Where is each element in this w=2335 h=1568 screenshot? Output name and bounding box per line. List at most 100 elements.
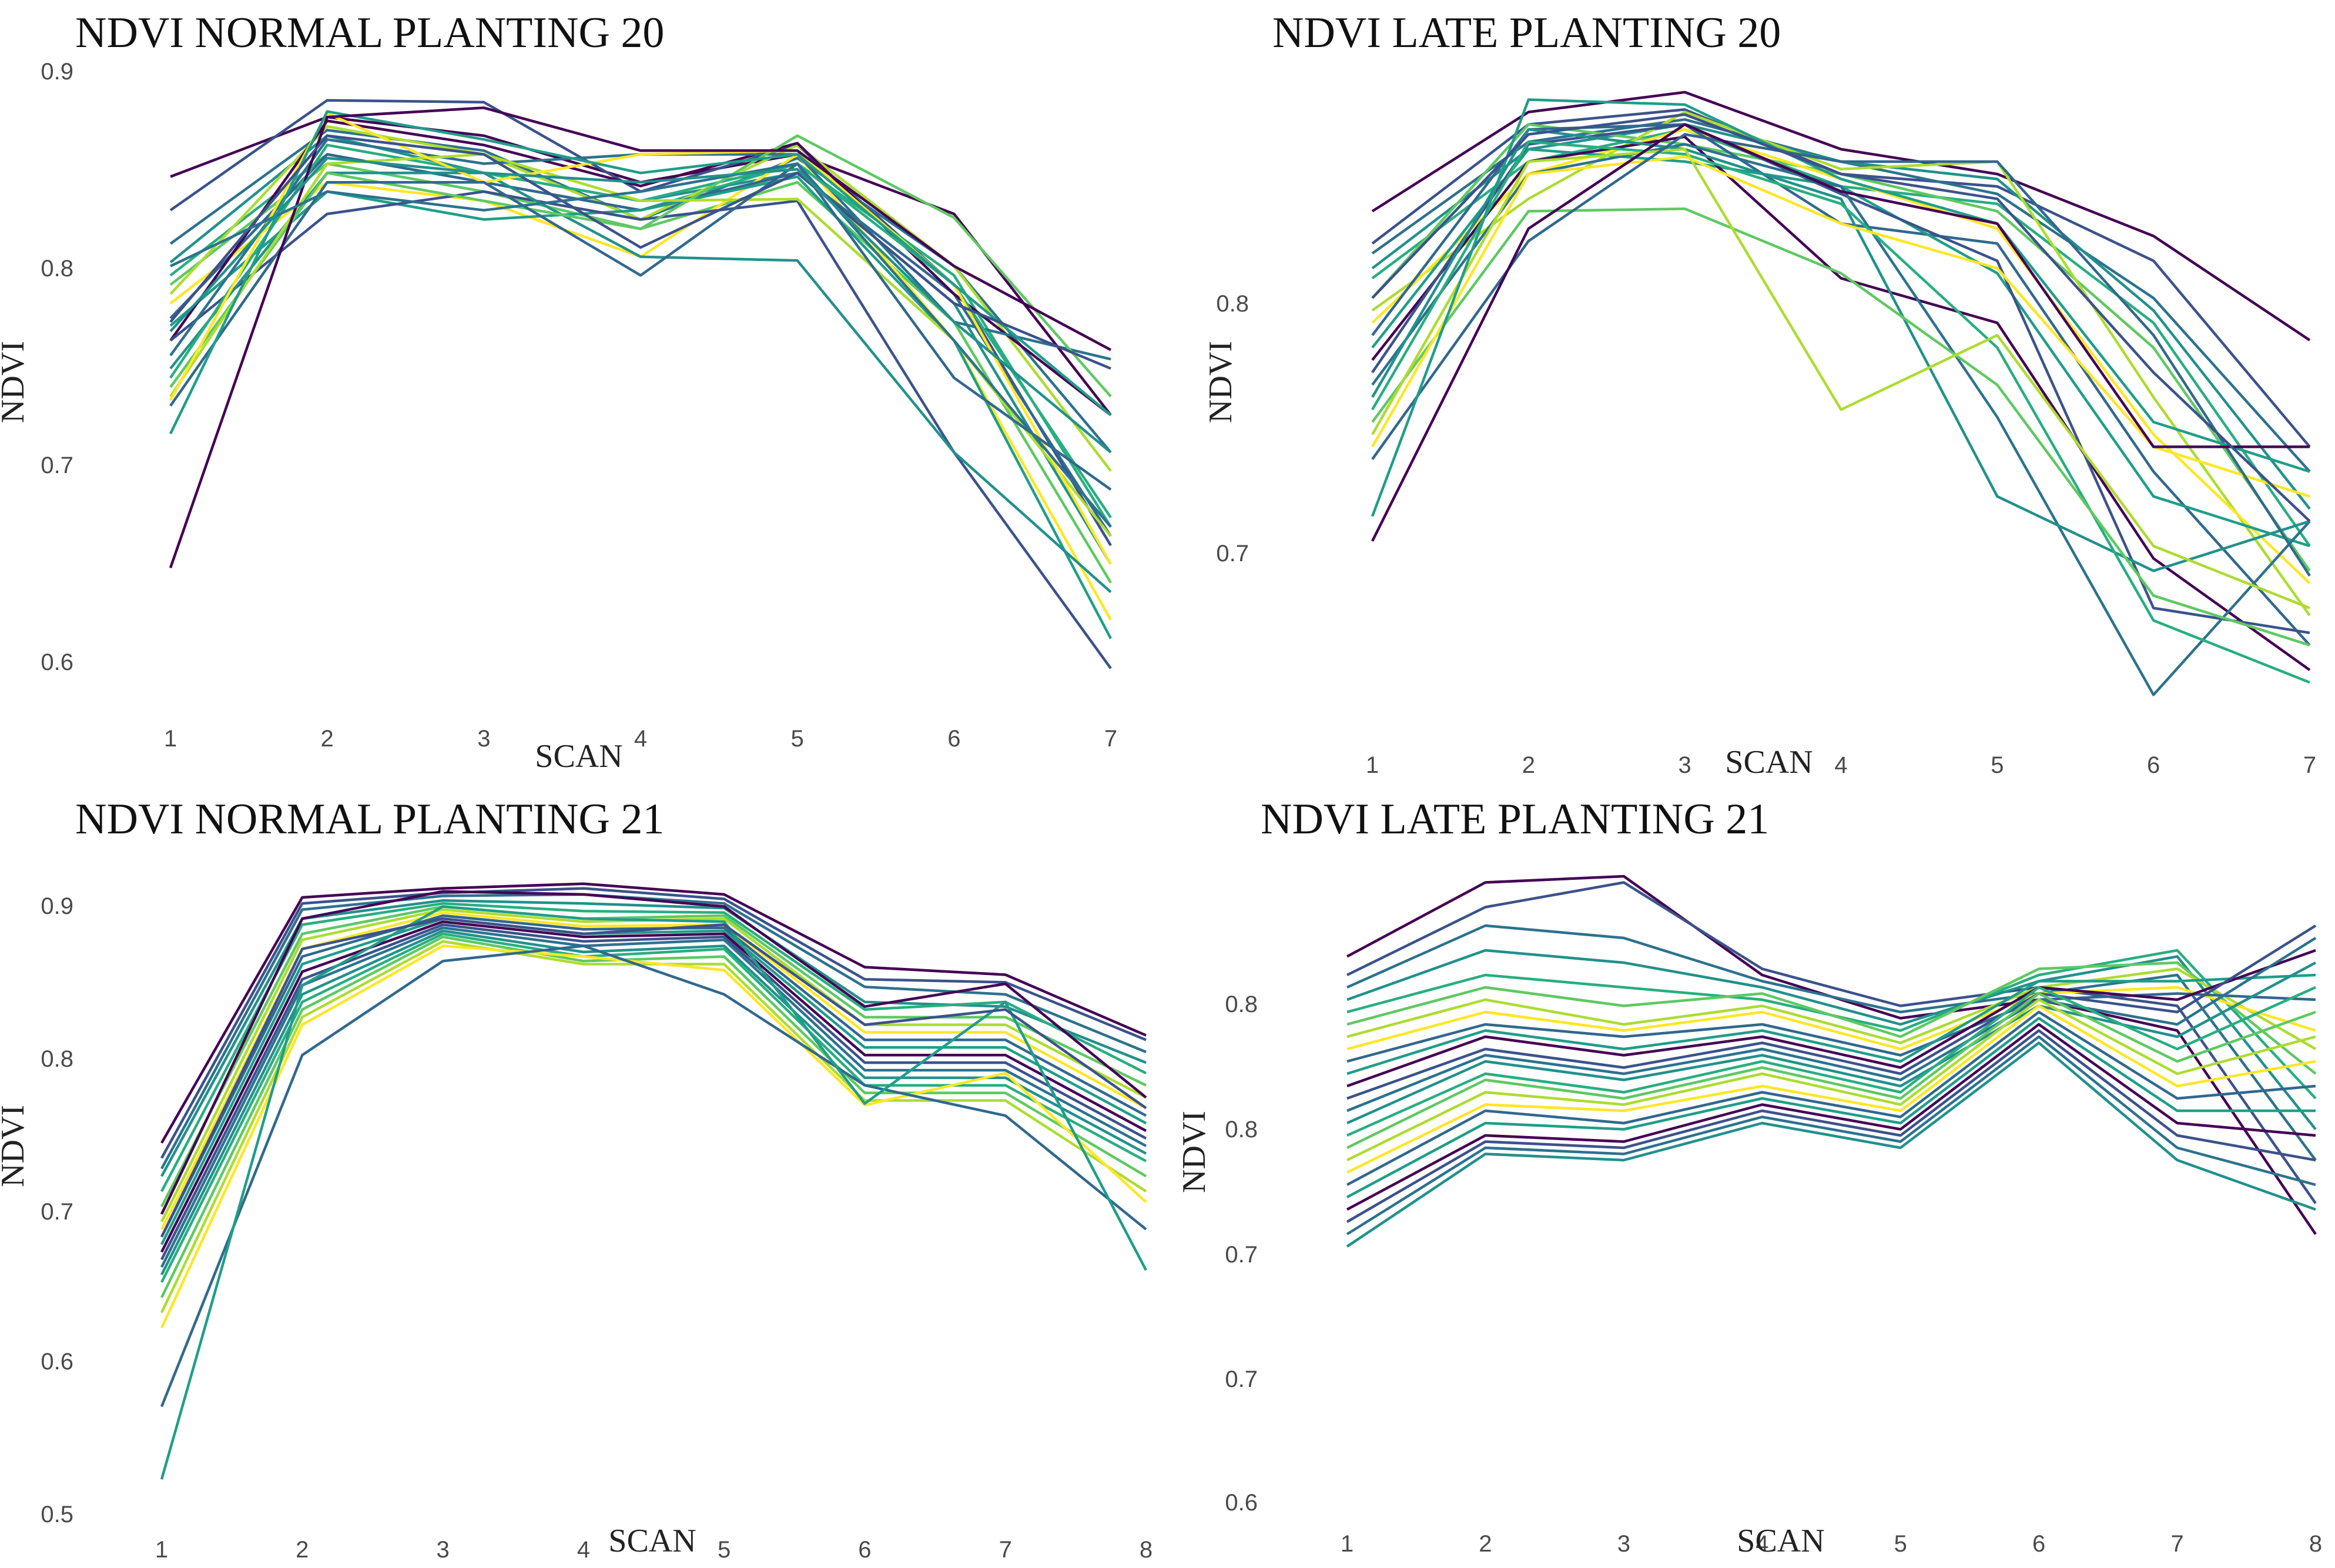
series-line: [160, 940, 1147, 1314]
x-tick-label: 3: [1679, 752, 1691, 778]
x-tick-label: 2: [296, 1537, 309, 1563]
y-tick-label: 0.6: [1225, 1490, 1258, 1516]
x-tick-label: 5: [1991, 752, 2004, 778]
chart-title: NDVI NORMAL PLANTING 20: [75, 9, 665, 57]
y-tick-label: 0.7: [41, 453, 73, 478]
y-tick-label: 0.9: [41, 59, 73, 85]
series-line: [169, 156, 1112, 454]
series-line: [169, 110, 1112, 434]
series-line: [1346, 949, 2317, 1130]
series-line: [169, 106, 1112, 568]
x-tick-label: 8: [1140, 1537, 1153, 1563]
series-line: [169, 190, 1112, 669]
series-line: [1346, 992, 2316, 1150]
x-tick-label: 5: [791, 726, 804, 752]
series-line: [1346, 1023, 2316, 1211]
series-line: [1371, 148, 2310, 609]
series-line: [1346, 1029, 2316, 1223]
y-tick-label: 0.8: [41, 1046, 73, 1072]
series-line: [160, 902, 1147, 1192]
series-line: [1371, 135, 2311, 671]
x-tick-label: 1: [164, 726, 177, 752]
series-line: [160, 923, 1147, 1261]
series-line: [169, 162, 1112, 491]
chart-title: NDVI LATE PLANTING 20: [1272, 9, 1781, 57]
chart-title: NDVI NORMAL PLANTING 21: [75, 795, 665, 843]
series-line: [160, 882, 1147, 1144]
series-line: [160, 917, 1147, 1245]
y-tick-label: 0.6: [41, 1349, 73, 1375]
series-line: [1371, 110, 2311, 617]
x-tick-label: 4: [1756, 1531, 1768, 1557]
x-tick-label: 3: [477, 726, 490, 752]
x-tick-label: 1: [155, 1537, 168, 1563]
series-line: [160, 893, 1147, 1170]
series-line: [160, 932, 1147, 1283]
series-line: [1346, 973, 2316, 1076]
x-tick-label: 4: [1834, 752, 1847, 778]
series-line: [1371, 207, 2310, 647]
chart-plot-normal-20: 1 2 3 4 5 6 7 0.6 0.7 0.8 0.9 SCAN NDVI: [0, 59, 1117, 775]
series-line: [170, 162, 1112, 528]
series-line: [169, 134, 1112, 398]
x-tick-label: 1: [1341, 1531, 1354, 1557]
series-line: [160, 905, 1147, 1208]
x-tick-label: 7: [2170, 1531, 2183, 1557]
series-line: [1346, 924, 2317, 1161]
series-line: [1346, 937, 2317, 1113]
chart-plot-late-21: 1 2 3 4 5 6 7 8 0.6 0.7 0.7 0.8 0.8 SCAN NDVI: [1176, 875, 2322, 1559]
series-line: [1346, 961, 2317, 1075]
series-line: [169, 134, 1111, 370]
series-line: [160, 944, 1147, 1329]
series-line: [1346, 986, 2316, 1051]
x-tick-label: 5: [1894, 1531, 1907, 1557]
chart-panel-late-21: NDVI LATE PLANTING 21 1 2 3 4 5 6 7 8 0.6 0.7 0.7 0…: [1170, 782, 2335, 1568]
y-tick-label: 0.8: [1216, 291, 1249, 317]
series-line: [1371, 133, 2311, 577]
series-line: [1346, 924, 2317, 1100]
y-tick-label: 0.8: [41, 256, 73, 282]
x-tick-label: 6: [2147, 752, 2160, 778]
series-line: [160, 890, 1147, 1215]
x-tick-label: 6: [947, 726, 960, 752]
x-tick-label: 6: [858, 1537, 871, 1563]
series-line: [1371, 140, 2310, 684]
x-axis-label: SCAN: [1737, 1523, 1824, 1559]
series-line: [160, 926, 1147, 1268]
y-tick-label: 0.9: [41, 893, 73, 919]
series-line: [1371, 155, 2310, 498]
series-line: [169, 153, 1112, 621]
x-tick-label: 4: [634, 726, 647, 752]
x-tick-label: 7: [2303, 752, 2316, 778]
series-line: [169, 153, 1112, 537]
y-tick-label: 0.7: [1225, 1366, 1258, 1392]
chart-panel-normal-20: NDVI NORMAL PLANTING 20 1 2 3 4 5 6 7 0.6 0.7 0.8…: [0, 0, 1170, 782]
x-tick-label: 7: [1104, 726, 1117, 752]
series-line: [160, 887, 1147, 1159]
series-line: [1371, 113, 2311, 522]
series-line: [1371, 98, 2310, 517]
y-tick-label: 0.6: [41, 649, 73, 675]
series-line: [1371, 123, 2310, 542]
y-tick-label: 0.7: [1225, 1242, 1258, 1268]
chart-panel-late-20: NDVI LATE PLANTING 20 1 2 3 4 5 6 7 0.7 0.8 SCAN N…: [1170, 0, 2335, 782]
y-tick-label: 0.8: [1225, 1117, 1258, 1143]
chart-plot-normal-21: 1 2 3 4 5 6 7 8 0.5 0.6 0.7 0.8 0.9 SCAN NDVI: [0, 882, 1153, 1563]
series-line: [1346, 998, 2316, 1162]
x-tick-label: 3: [1617, 1531, 1630, 1557]
series-line: [160, 908, 1147, 1222]
series-line: [160, 917, 1147, 1238]
series-line: [1346, 967, 2317, 1050]
x-axis-label: SCAN: [535, 738, 622, 775]
y-axis-label: NDVI: [0, 341, 31, 423]
y-axis-label: NDVI: [0, 1105, 31, 1187]
x-tick-label: 1: [1366, 752, 1379, 778]
chart-title: NDVI LATE PLANTING 21: [1261, 795, 1770, 843]
series-line: [1371, 91, 2311, 341]
series-line: [1346, 1017, 2316, 1198]
series-line: [1346, 1004, 2316, 1174]
series-line: [1346, 1010, 2316, 1186]
series-line: [160, 944, 1147, 1408]
x-axis-label: SCAN: [1725, 744, 1813, 780]
y-tick-label: 0.5: [41, 1502, 73, 1527]
